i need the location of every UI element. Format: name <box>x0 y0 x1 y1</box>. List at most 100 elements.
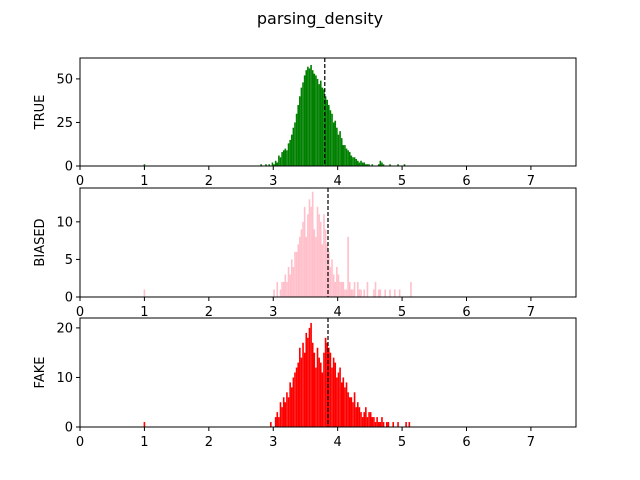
bar <box>344 289 346 297</box>
bar <box>290 134 293 166</box>
bar <box>368 412 370 427</box>
bar <box>294 251 296 297</box>
bar <box>373 289 375 297</box>
x-tick-label: 5 <box>398 174 406 189</box>
bar <box>329 110 332 166</box>
x-tick-label: 3 <box>269 174 277 189</box>
bar <box>292 127 295 166</box>
bar <box>279 157 282 166</box>
bar <box>328 105 330 166</box>
bar <box>300 87 303 166</box>
bar <box>321 87 324 166</box>
bar <box>315 75 317 166</box>
y-axis-label: FAKE <box>33 357 48 389</box>
bar <box>319 80 322 166</box>
bar <box>366 164 369 166</box>
bar <box>361 162 364 166</box>
bar <box>381 417 383 427</box>
bar <box>281 152 283 166</box>
bar <box>326 99 328 166</box>
bar <box>323 89 325 166</box>
bar <box>332 274 335 297</box>
x-tick-label: 4 <box>334 305 342 320</box>
bar <box>289 139 291 166</box>
bar <box>352 289 354 297</box>
bar <box>385 422 388 427</box>
bar <box>360 412 362 427</box>
x-tick-label: 6 <box>462 305 470 320</box>
bar <box>282 150 285 166</box>
bar <box>344 387 346 427</box>
bar <box>284 274 287 297</box>
bar <box>377 422 380 427</box>
bar <box>355 407 357 427</box>
bar <box>305 332 308 427</box>
bar <box>278 417 280 427</box>
bar <box>311 191 314 297</box>
x-tick-label: 7 <box>527 305 535 320</box>
bar <box>313 73 316 166</box>
bar <box>337 134 340 166</box>
bar <box>265 164 267 166</box>
bar <box>363 412 366 427</box>
bar <box>326 244 328 297</box>
bar <box>287 266 290 297</box>
bar <box>307 66 309 166</box>
bar <box>321 372 324 427</box>
bar <box>336 377 338 427</box>
bar <box>340 281 343 297</box>
y-axis-label: BIASED <box>33 218 48 266</box>
bar <box>352 402 354 427</box>
bar <box>311 342 314 427</box>
bar <box>403 164 406 166</box>
bar <box>347 392 349 427</box>
bar <box>339 367 341 427</box>
bar <box>347 150 349 166</box>
x-tick-label: 7 <box>527 174 535 189</box>
bar <box>373 417 375 427</box>
bar <box>405 422 407 427</box>
bar <box>318 357 320 427</box>
bar <box>350 397 353 427</box>
bar <box>366 417 369 427</box>
bar <box>339 281 341 297</box>
bar <box>371 164 374 166</box>
bar <box>353 392 356 427</box>
bar <box>290 259 293 297</box>
bar <box>316 347 319 427</box>
bar <box>387 422 390 427</box>
x-tick-label: 5 <box>398 305 406 320</box>
panel-fake: 0 1 2 3 4 5 6 7 0 10 20 FAKE <box>33 317 577 450</box>
bar <box>342 377 345 427</box>
bar <box>371 417 374 427</box>
x-tick-label: 2 <box>205 305 213 320</box>
bar <box>369 412 372 427</box>
bar <box>321 244 324 297</box>
axes-frame <box>79 57 577 167</box>
bar <box>319 221 322 297</box>
bar <box>300 229 303 297</box>
bar <box>365 164 367 166</box>
bar <box>310 64 312 166</box>
bar <box>278 155 280 166</box>
bar <box>345 148 348 166</box>
x-tick-label: 5 <box>398 435 406 450</box>
bar <box>300 357 303 427</box>
bar <box>348 281 351 297</box>
bar <box>398 289 401 297</box>
bar <box>302 342 304 427</box>
bar <box>318 84 320 166</box>
y-tick-label: 20 <box>56 321 73 336</box>
y-tick-label: 0 <box>65 160 73 175</box>
bar <box>315 236 317 297</box>
bar <box>408 422 411 427</box>
bar <box>282 397 285 427</box>
bar <box>356 160 359 166</box>
bar <box>287 143 290 166</box>
bar <box>348 397 351 427</box>
bar <box>374 422 377 427</box>
bar <box>356 402 359 427</box>
bar <box>287 397 290 427</box>
bar <box>289 382 291 427</box>
